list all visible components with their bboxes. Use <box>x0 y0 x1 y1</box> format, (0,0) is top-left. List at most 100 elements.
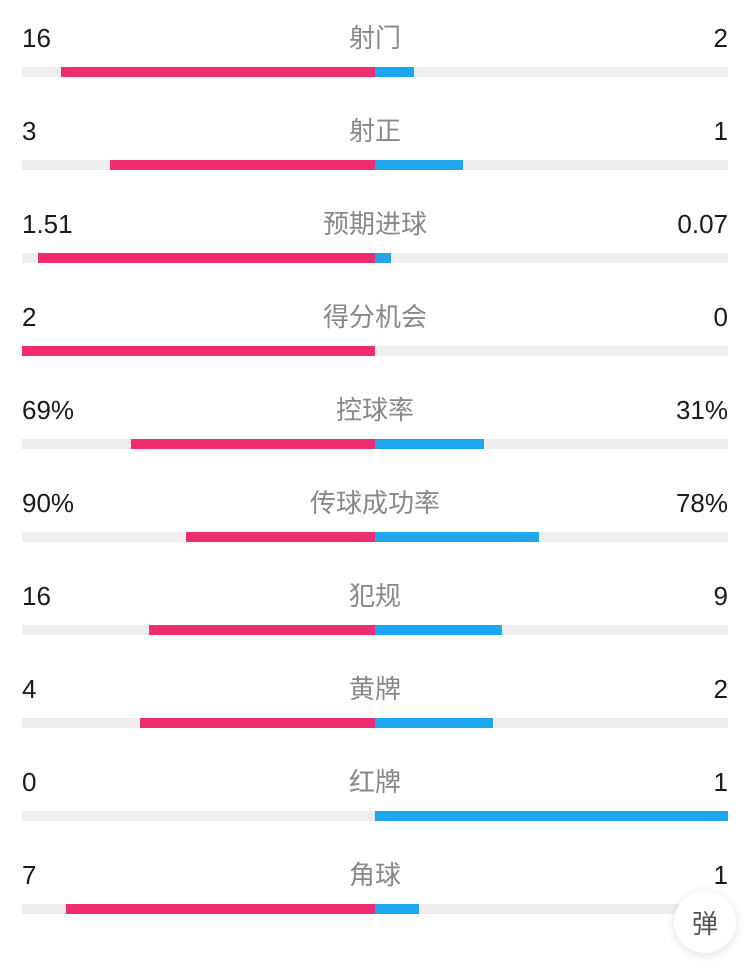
floating-action-label: 弹 <box>692 904 718 941</box>
stat-bar-left-track <box>22 160 375 170</box>
stat-bar-left-track <box>22 253 375 263</box>
stat-bar-right-fill <box>375 811 728 821</box>
stat-right-value: 0.07 <box>648 209 728 240</box>
stat-bar-right-track <box>375 532 728 542</box>
stat-right-value: 2 <box>648 674 728 705</box>
stat-bar-left-track <box>22 67 375 77</box>
stat-row: 16犯规9 <box>22 576 728 635</box>
stat-labels: 4黄牌2 <box>22 669 728 706</box>
stat-row: 0红牌1 <box>22 762 728 821</box>
stat-bar-left-fill <box>66 904 375 914</box>
stat-name-label: 预期进球 <box>102 204 648 241</box>
stat-bar-right-track <box>375 439 728 449</box>
stat-left-value: 2 <box>22 302 102 333</box>
stat-right-value: 9 <box>648 581 728 612</box>
stat-name-label: 控球率 <box>102 390 648 427</box>
stat-bar-left-fill <box>22 346 375 356</box>
stat-bar-left-track <box>22 904 375 914</box>
stat-right-value: 2 <box>648 23 728 54</box>
stat-labels: 7角球1 <box>22 855 728 892</box>
stat-bar <box>22 532 728 542</box>
stat-name-label: 黄牌 <box>102 669 648 706</box>
stat-row: 1.51预期进球0.07 <box>22 204 728 263</box>
stat-row: 7角球1 <box>22 855 728 914</box>
stat-row: 4黄牌2 <box>22 669 728 728</box>
stat-row: 90%传球成功率78% <box>22 483 728 542</box>
stat-bar-right-track <box>375 811 728 821</box>
stat-name-label: 传球成功率 <box>102 483 648 520</box>
stat-bar-right-fill <box>375 67 414 77</box>
stat-name-label: 得分机会 <box>102 297 648 334</box>
stat-right-value: 1 <box>648 860 728 891</box>
stat-labels: 69%控球率31% <box>22 390 728 427</box>
stat-name-label: 犯规 <box>102 576 648 613</box>
stat-bar-left-fill <box>38 253 375 263</box>
stat-bar <box>22 904 728 914</box>
stat-name-label: 射门 <box>102 18 648 55</box>
stat-bar-right-track <box>375 625 728 635</box>
stat-bar-left-fill <box>186 532 375 542</box>
stat-bar-left-fill <box>149 625 375 635</box>
stat-bar-left-fill <box>61 67 375 77</box>
stat-labels: 0红牌1 <box>22 762 728 799</box>
stat-bar <box>22 718 728 728</box>
stat-bar-left-track <box>22 439 375 449</box>
stat-right-value: 0 <box>648 302 728 333</box>
stat-bar-right-fill <box>375 253 391 263</box>
stat-bar-right-track <box>375 253 728 263</box>
stat-bar <box>22 625 728 635</box>
stat-bar-right-fill <box>375 718 493 728</box>
stat-name-label: 红牌 <box>102 762 648 799</box>
stat-bar-right-track <box>375 718 728 728</box>
stat-bar-right-fill <box>375 904 419 914</box>
stat-bar-left-track <box>22 346 375 356</box>
stat-labels: 3射正1 <box>22 111 728 148</box>
stat-left-value: 7 <box>22 860 102 891</box>
stat-bar <box>22 811 728 821</box>
stat-bar <box>22 160 728 170</box>
stat-left-value: 16 <box>22 581 102 612</box>
stat-left-value: 3 <box>22 116 102 147</box>
stat-left-value: 1.51 <box>22 209 102 240</box>
stat-left-value: 4 <box>22 674 102 705</box>
stat-left-value: 90% <box>22 488 102 519</box>
stat-bar-left-track <box>22 625 375 635</box>
stat-bar-left-fill <box>131 439 375 449</box>
stat-bar-right-track <box>375 160 728 170</box>
stat-bar <box>22 67 728 77</box>
stat-right-value: 1 <box>648 116 728 147</box>
stat-bar-left-track <box>22 811 375 821</box>
stat-right-value: 31% <box>648 395 728 426</box>
stat-bar-right-fill <box>375 160 463 170</box>
stat-bar-right-fill <box>375 625 502 635</box>
stat-left-value: 0 <box>22 767 102 798</box>
floating-action-button[interactable]: 弹 <box>674 891 736 953</box>
stat-row: 69%控球率31% <box>22 390 728 449</box>
stat-labels: 16犯规9 <box>22 576 728 613</box>
stat-right-value: 78% <box>648 488 728 519</box>
stat-bar-left-fill <box>140 718 375 728</box>
stat-name-label: 射正 <box>102 111 648 148</box>
match-stats-container: 16射门23射正11.51预期进球0.072得分机会069%控球率31%90%传… <box>0 0 750 914</box>
stat-row: 2得分机会0 <box>22 297 728 356</box>
stat-name-label: 角球 <box>102 855 648 892</box>
stat-bar-right-fill <box>375 439 484 449</box>
stat-bar <box>22 439 728 449</box>
stat-bar-right-track <box>375 346 728 356</box>
stat-bar-right-track <box>375 67 728 77</box>
stat-bar-right-fill <box>375 532 539 542</box>
stat-labels: 2得分机会0 <box>22 297 728 334</box>
stat-bar-left-fill <box>110 160 375 170</box>
stat-labels: 1.51预期进球0.07 <box>22 204 728 241</box>
stat-left-value: 16 <box>22 23 102 54</box>
stat-row: 16射门2 <box>22 18 728 77</box>
stat-bar <box>22 253 728 263</box>
stat-labels: 90%传球成功率78% <box>22 483 728 520</box>
stat-bar <box>22 346 728 356</box>
stat-labels: 16射门2 <box>22 18 728 55</box>
stat-row: 3射正1 <box>22 111 728 170</box>
stat-right-value: 1 <box>648 767 728 798</box>
stat-left-value: 69% <box>22 395 102 426</box>
stat-bar-left-track <box>22 532 375 542</box>
stat-bar-left-track <box>22 718 375 728</box>
